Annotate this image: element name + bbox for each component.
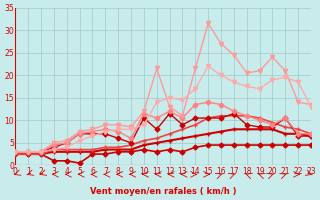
X-axis label: Vent moyen/en rafales ( km/h ): Vent moyen/en rafales ( km/h ) xyxy=(90,187,236,196)
